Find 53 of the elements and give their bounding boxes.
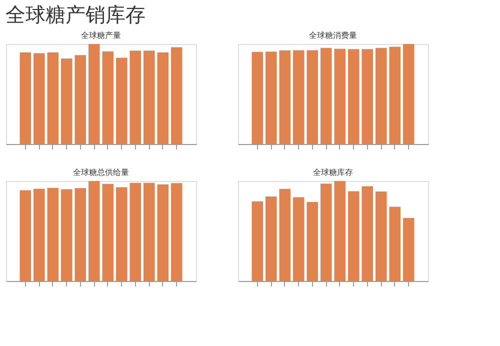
bar xyxy=(348,49,360,144)
bar xyxy=(88,44,100,144)
bar xyxy=(47,52,59,144)
bar xyxy=(375,48,387,144)
bar xyxy=(88,181,100,281)
bar xyxy=(279,188,291,281)
bar xyxy=(348,191,360,281)
bar xyxy=(252,52,264,144)
bar xyxy=(375,192,387,281)
text: 全球糖产销库存 xyxy=(6,2,146,26)
bar xyxy=(402,218,414,281)
bar xyxy=(320,184,332,281)
bar xyxy=(265,52,277,144)
bar xyxy=(130,50,142,144)
chart-title: 全球糖库存 xyxy=(313,168,353,177)
chart-title: 全球糖总供给量 xyxy=(73,168,129,177)
bar xyxy=(170,47,182,144)
bar xyxy=(116,58,128,144)
bar xyxy=(265,196,277,281)
bar xyxy=(320,48,332,144)
bar xyxy=(389,46,401,144)
bar xyxy=(102,51,114,144)
bar xyxy=(74,55,86,144)
bar xyxy=(143,182,155,281)
bar xyxy=(116,187,128,281)
bar xyxy=(47,188,59,281)
bar xyxy=(362,49,374,144)
chart-title: 全球糖产量 xyxy=(81,31,121,40)
bar xyxy=(362,186,374,281)
bar xyxy=(170,183,182,281)
bar xyxy=(143,50,155,144)
bar xyxy=(60,189,72,281)
chart-title: 全球糖消费量 xyxy=(309,31,357,40)
bar xyxy=(279,50,291,144)
bar xyxy=(252,201,264,281)
bar xyxy=(33,188,45,281)
bar xyxy=(157,52,169,144)
bar xyxy=(389,206,401,281)
bar xyxy=(292,197,304,281)
bar xyxy=(334,181,346,281)
bar xyxy=(306,50,318,144)
bar xyxy=(292,50,304,144)
bar xyxy=(306,202,318,281)
bar xyxy=(402,44,414,144)
bar xyxy=(20,52,32,144)
bar xyxy=(130,182,142,281)
bar xyxy=(33,53,45,144)
bar xyxy=(60,58,72,144)
bar xyxy=(334,48,346,144)
bar xyxy=(102,184,114,281)
bar xyxy=(20,190,32,281)
bar xyxy=(74,188,86,281)
bar xyxy=(157,184,169,281)
